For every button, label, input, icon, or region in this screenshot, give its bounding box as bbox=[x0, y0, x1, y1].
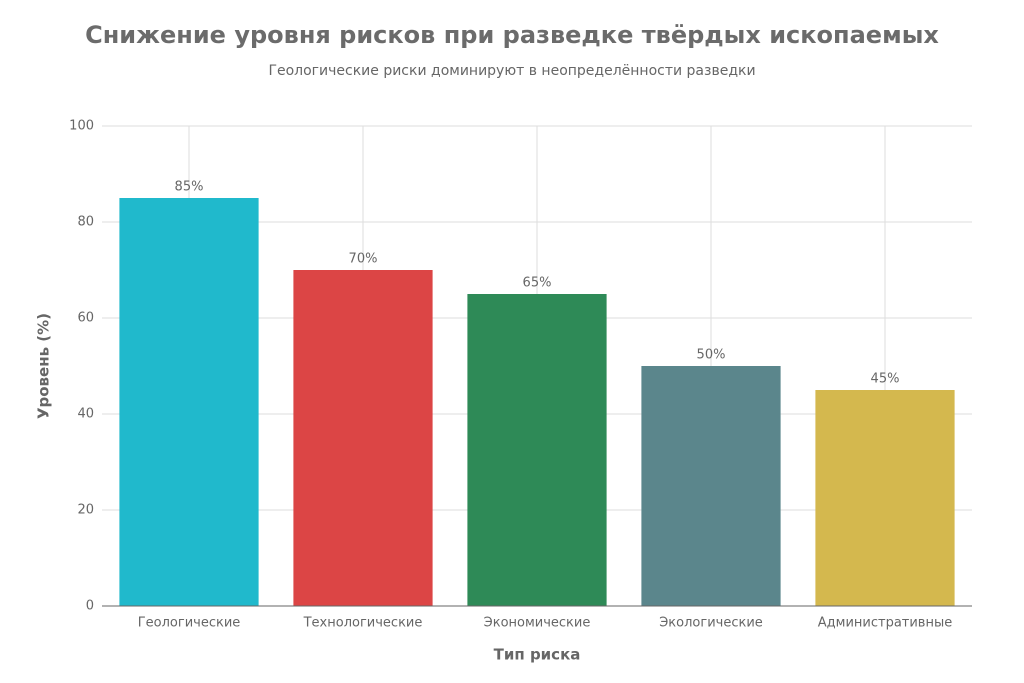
y-axis-label: Уровень (%) bbox=[35, 313, 53, 419]
bar bbox=[119, 198, 259, 606]
y-tick-label: 40 bbox=[77, 407, 94, 422]
data-label: 70% bbox=[349, 252, 378, 267]
y-tick-label: 80 bbox=[77, 215, 94, 230]
data-label: 45% bbox=[871, 372, 900, 387]
x-tick-label: Экологические bbox=[659, 616, 763, 631]
bar bbox=[467, 294, 607, 606]
y-tick-label: 100 bbox=[69, 119, 94, 134]
data-label: 65% bbox=[523, 276, 552, 291]
x-axis-label: Тип риска bbox=[494, 646, 581, 664]
x-tick-label: Геологические bbox=[138, 616, 241, 631]
bar bbox=[641, 366, 781, 606]
x-tick-label: Административные bbox=[818, 616, 952, 631]
data-label: 50% bbox=[697, 348, 726, 363]
bar bbox=[293, 270, 433, 606]
y-tick-label: 20 bbox=[77, 503, 94, 518]
y-tick-label: 0 bbox=[86, 599, 94, 614]
chart-subtitle: Геологические риски доминируют в неопред… bbox=[268, 63, 755, 79]
y-tick-label: 60 bbox=[77, 311, 94, 326]
bar bbox=[815, 390, 955, 606]
data-label: 85% bbox=[175, 180, 204, 195]
x-tick-label: Технологические bbox=[303, 616, 423, 631]
x-tick-label: Экономические bbox=[484, 616, 591, 631]
chart-title: Снижение уровня рисков при разведке твёр… bbox=[85, 21, 939, 49]
